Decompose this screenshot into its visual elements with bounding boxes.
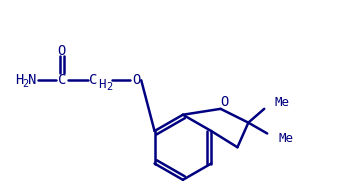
Text: O: O — [220, 95, 229, 109]
Text: C: C — [89, 73, 98, 87]
Text: O: O — [132, 73, 140, 87]
Text: Me: Me — [278, 132, 293, 145]
Text: H: H — [98, 78, 105, 91]
Text: 2: 2 — [106, 82, 113, 92]
Text: O: O — [58, 44, 66, 58]
Text: H: H — [15, 73, 23, 87]
Text: 2: 2 — [22, 79, 28, 89]
Text: N: N — [28, 73, 36, 87]
Text: C: C — [58, 73, 66, 87]
Text: Me: Me — [274, 96, 289, 109]
